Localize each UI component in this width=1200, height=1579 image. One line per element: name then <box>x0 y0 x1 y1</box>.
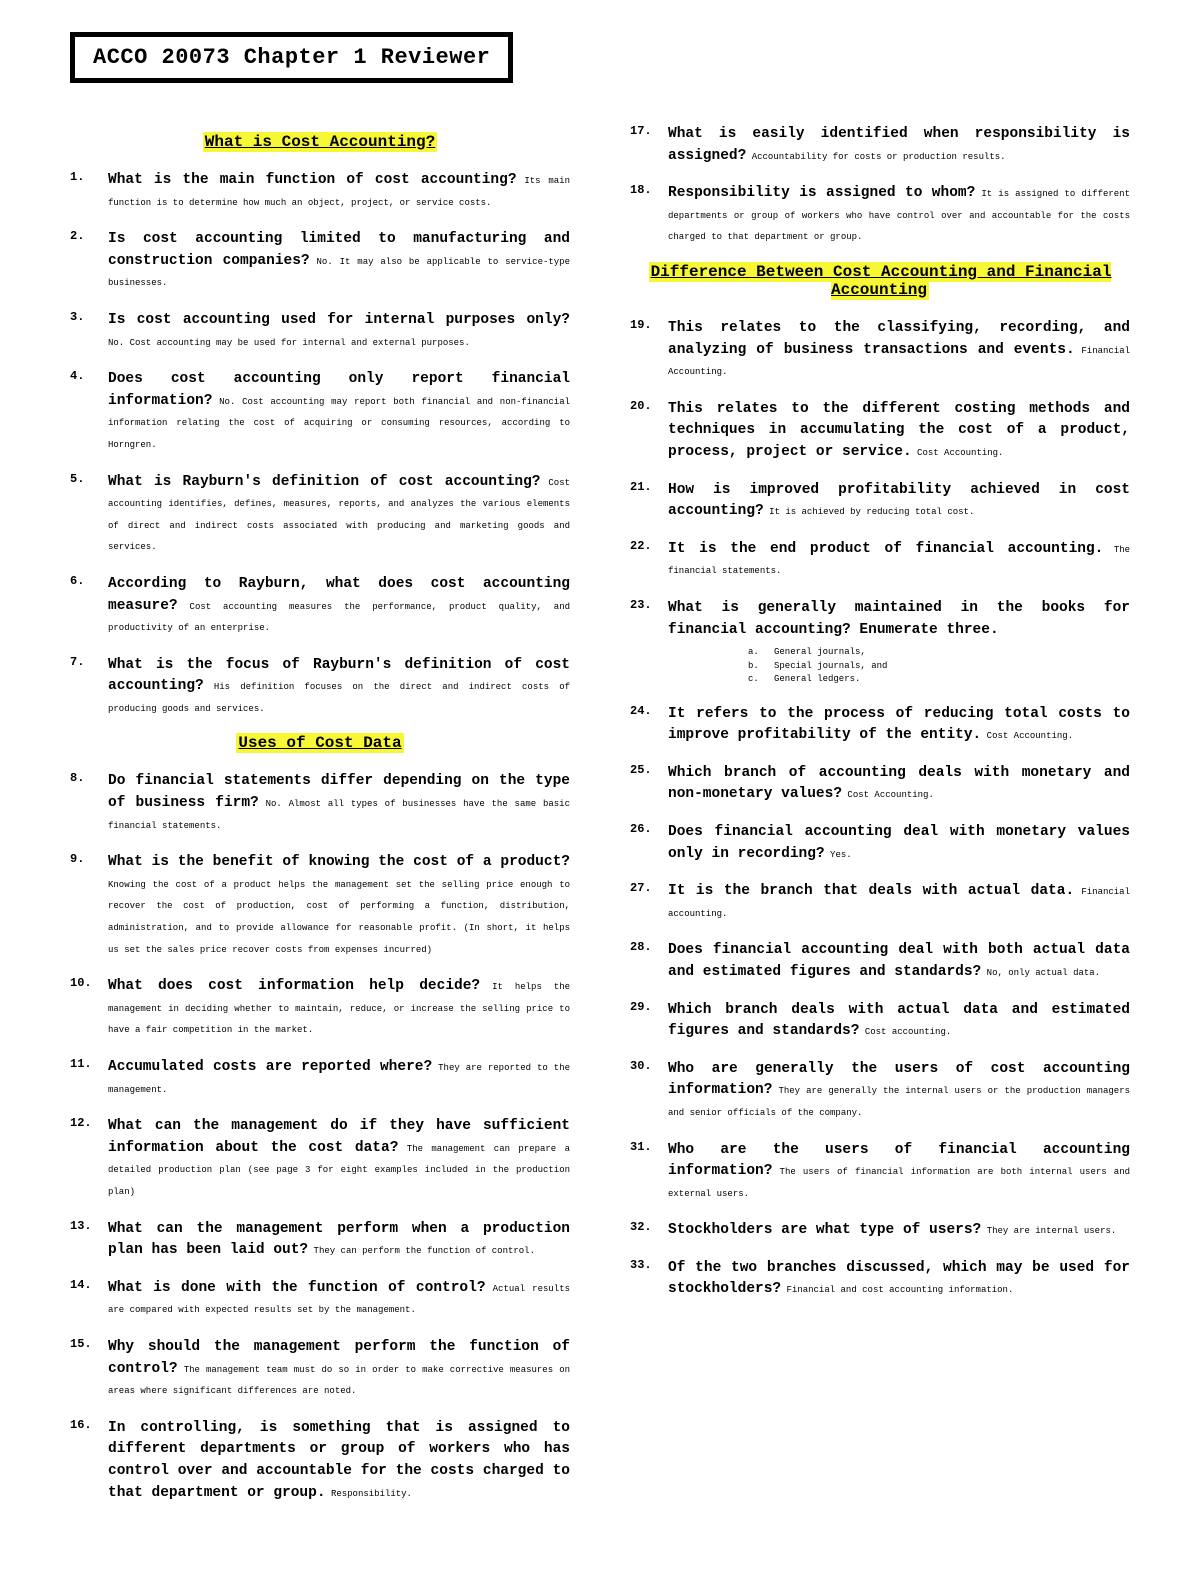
question: It is the branch that deals with actual … <box>668 883 1074 899</box>
qa-item: Is cost accounting limited to manufactur… <box>70 228 570 293</box>
question: This relates to the classifying, recordi… <box>668 320 1130 358</box>
answer: Cost Accounting. <box>981 731 1073 741</box>
question: Stockholders are what type of users? <box>668 1222 981 1238</box>
enumeration-item: a. General journals, <box>748 646 1130 660</box>
section-heading-2-text: Uses of Cost Data <box>236 733 403 753</box>
qa-list-1: What is the main function of cost accoun… <box>70 169 570 718</box>
qa-item: Accumulated costs are reported where? Th… <box>70 1056 570 1099</box>
answer: Cost accounting measures the performance… <box>108 602 570 634</box>
marker: a. <box>748 646 760 660</box>
qa-item: Stockholders are what type of users? The… <box>630 1219 1130 1241</box>
qa-item: This relates to the classifying, recordi… <box>630 317 1130 382</box>
answer: Cost Accounting. <box>842 790 934 800</box>
qa-item: Who are generally the users of cost acco… <box>630 1058 1130 1123</box>
qa-item: It is the branch that deals with actual … <box>630 880 1130 923</box>
qa-item: What is easily identified when responsib… <box>630 123 1130 166</box>
answer: Yes. <box>825 850 852 860</box>
qa-item: Does cost accounting only report financi… <box>70 368 570 454</box>
question: What is generally maintained in the book… <box>668 600 1130 638</box>
qa-item: How is improved profitability achieved i… <box>630 479 1130 522</box>
enumeration-item: b. Special journals, and <box>748 660 1130 674</box>
question: Does financial accounting deal with mone… <box>668 824 1130 862</box>
page-title-box: ACCO 20073 Chapter 1 Reviewer <box>70 32 513 83</box>
qa-item: What is the focus of Rayburn's definitio… <box>70 654 570 719</box>
enumeration-item: c. General ledgers. <box>748 673 1130 687</box>
question: Is cost accounting used for internal pur… <box>108 312 570 328</box>
answer: Accountability for costs or production r… <box>746 152 1005 162</box>
qa-item: What is generally maintained in the book… <box>630 597 1130 687</box>
question: This relates to the different costing me… <box>668 401 1130 460</box>
qa-item: Is cost accounting used for internal pur… <box>70 309 570 352</box>
qa-item: It refers to the process of reducing tot… <box>630 703 1130 746</box>
qa-item: Who are the users of financial accountin… <box>630 1139 1130 1204</box>
question: It is the end product of financial accou… <box>668 541 1103 557</box>
qa-item: Why should the management perform the fu… <box>70 1336 570 1401</box>
marker: c. <box>748 673 760 687</box>
qa-item: What is done with the function of contro… <box>70 1277 570 1320</box>
right-column: What is easily identified when responsib… <box>630 123 1130 1519</box>
section-heading-3: Difference Between Cost Accounting and F… <box>630 263 1130 299</box>
qa-item: Which branch of accounting deals with mo… <box>630 762 1130 805</box>
section-heading-1: What is Cost Accounting? <box>70 133 570 151</box>
answer: Knowing the cost of a product helps the … <box>108 880 570 955</box>
enumeration-text: General ledgers. <box>774 673 860 687</box>
qa-item: According to Rayburn, what does cost acc… <box>70 573 570 638</box>
question: What is the main function of cost accoun… <box>108 172 517 188</box>
qa-list-2: Do financial statements differ depending… <box>70 770 570 1503</box>
qa-item: What does cost information help decide? … <box>70 975 570 1040</box>
answer: Financial and cost accounting informatio… <box>781 1285 1013 1295</box>
answer: No, only actual data. <box>981 968 1100 978</box>
enumeration-list: a. General journals, b. Special journals, … <box>748 646 1130 687</box>
qa-item: What can the management do if they have … <box>70 1115 570 1201</box>
section-heading-3-text: Difference Between Cost Accounting and F… <box>649 262 1112 300</box>
answer: Responsibility. <box>326 1489 412 1499</box>
answer: They are internal users. <box>981 1226 1116 1236</box>
answer: Cost accounting. <box>859 1027 951 1037</box>
answer: It is achieved by reducing total cost. <box>764 507 975 517</box>
qa-item: Does financial accounting deal with mone… <box>630 821 1130 864</box>
qa-list-3: What is easily identified when responsib… <box>630 123 1130 247</box>
question: What is Rayburn's definition of cost acc… <box>108 474 541 490</box>
left-column: What is Cost Accounting? What is the mai… <box>70 123 570 1519</box>
qa-item: Which branch deals with actual data and … <box>630 999 1130 1042</box>
answer: They can perform the function of control… <box>308 1246 535 1256</box>
content-columns: What is Cost Accounting? What is the mai… <box>70 123 1130 1519</box>
section-heading-1-text: What is Cost Accounting? <box>203 132 437 152</box>
qa-item: What is Rayburn's definition of cost acc… <box>70 471 570 557</box>
qa-item: Does financial accounting deal with both… <box>630 939 1130 982</box>
section-heading-2: Uses of Cost Data <box>70 734 570 752</box>
answer: Cost Accounting. <box>912 448 1004 458</box>
qa-item: What is the benefit of knowing the cost … <box>70 851 570 959</box>
qa-item: What is the main function of cost accoun… <box>70 169 570 212</box>
qa-item: Do financial statements differ depending… <box>70 770 570 835</box>
qa-item: In controlling, is something that is ass… <box>70 1417 570 1503</box>
enumeration-text: Special journals, and <box>774 660 887 674</box>
question: What does cost information help decide? <box>108 978 480 994</box>
answer: No. Cost accounting may be used for inte… <box>108 338 470 348</box>
qa-list-4: This relates to the classifying, recordi… <box>630 317 1130 1300</box>
question: What is the benefit of knowing the cost … <box>108 854 570 870</box>
marker: b. <box>748 660 760 674</box>
enumeration-text: General journals, <box>774 646 866 660</box>
qa-item: It is the end product of financial accou… <box>630 538 1130 581</box>
question: Responsibility is assigned to whom? <box>668 185 975 201</box>
qa-item: What can the management perform when a p… <box>70 1218 570 1261</box>
qa-item: This relates to the different costing me… <box>630 398 1130 463</box>
answer: The management team must do so in order … <box>108 1365 570 1397</box>
question: What is done with the function of contro… <box>108 1280 486 1296</box>
qa-item: Responsibility is assigned to whom? It i… <box>630 182 1130 247</box>
qa-item: Of the two branches discussed, which may… <box>630 1257 1130 1300</box>
page-title: ACCO 20073 Chapter 1 Reviewer <box>93 45 490 70</box>
question: Accumulated costs are reported where? <box>108 1059 432 1075</box>
